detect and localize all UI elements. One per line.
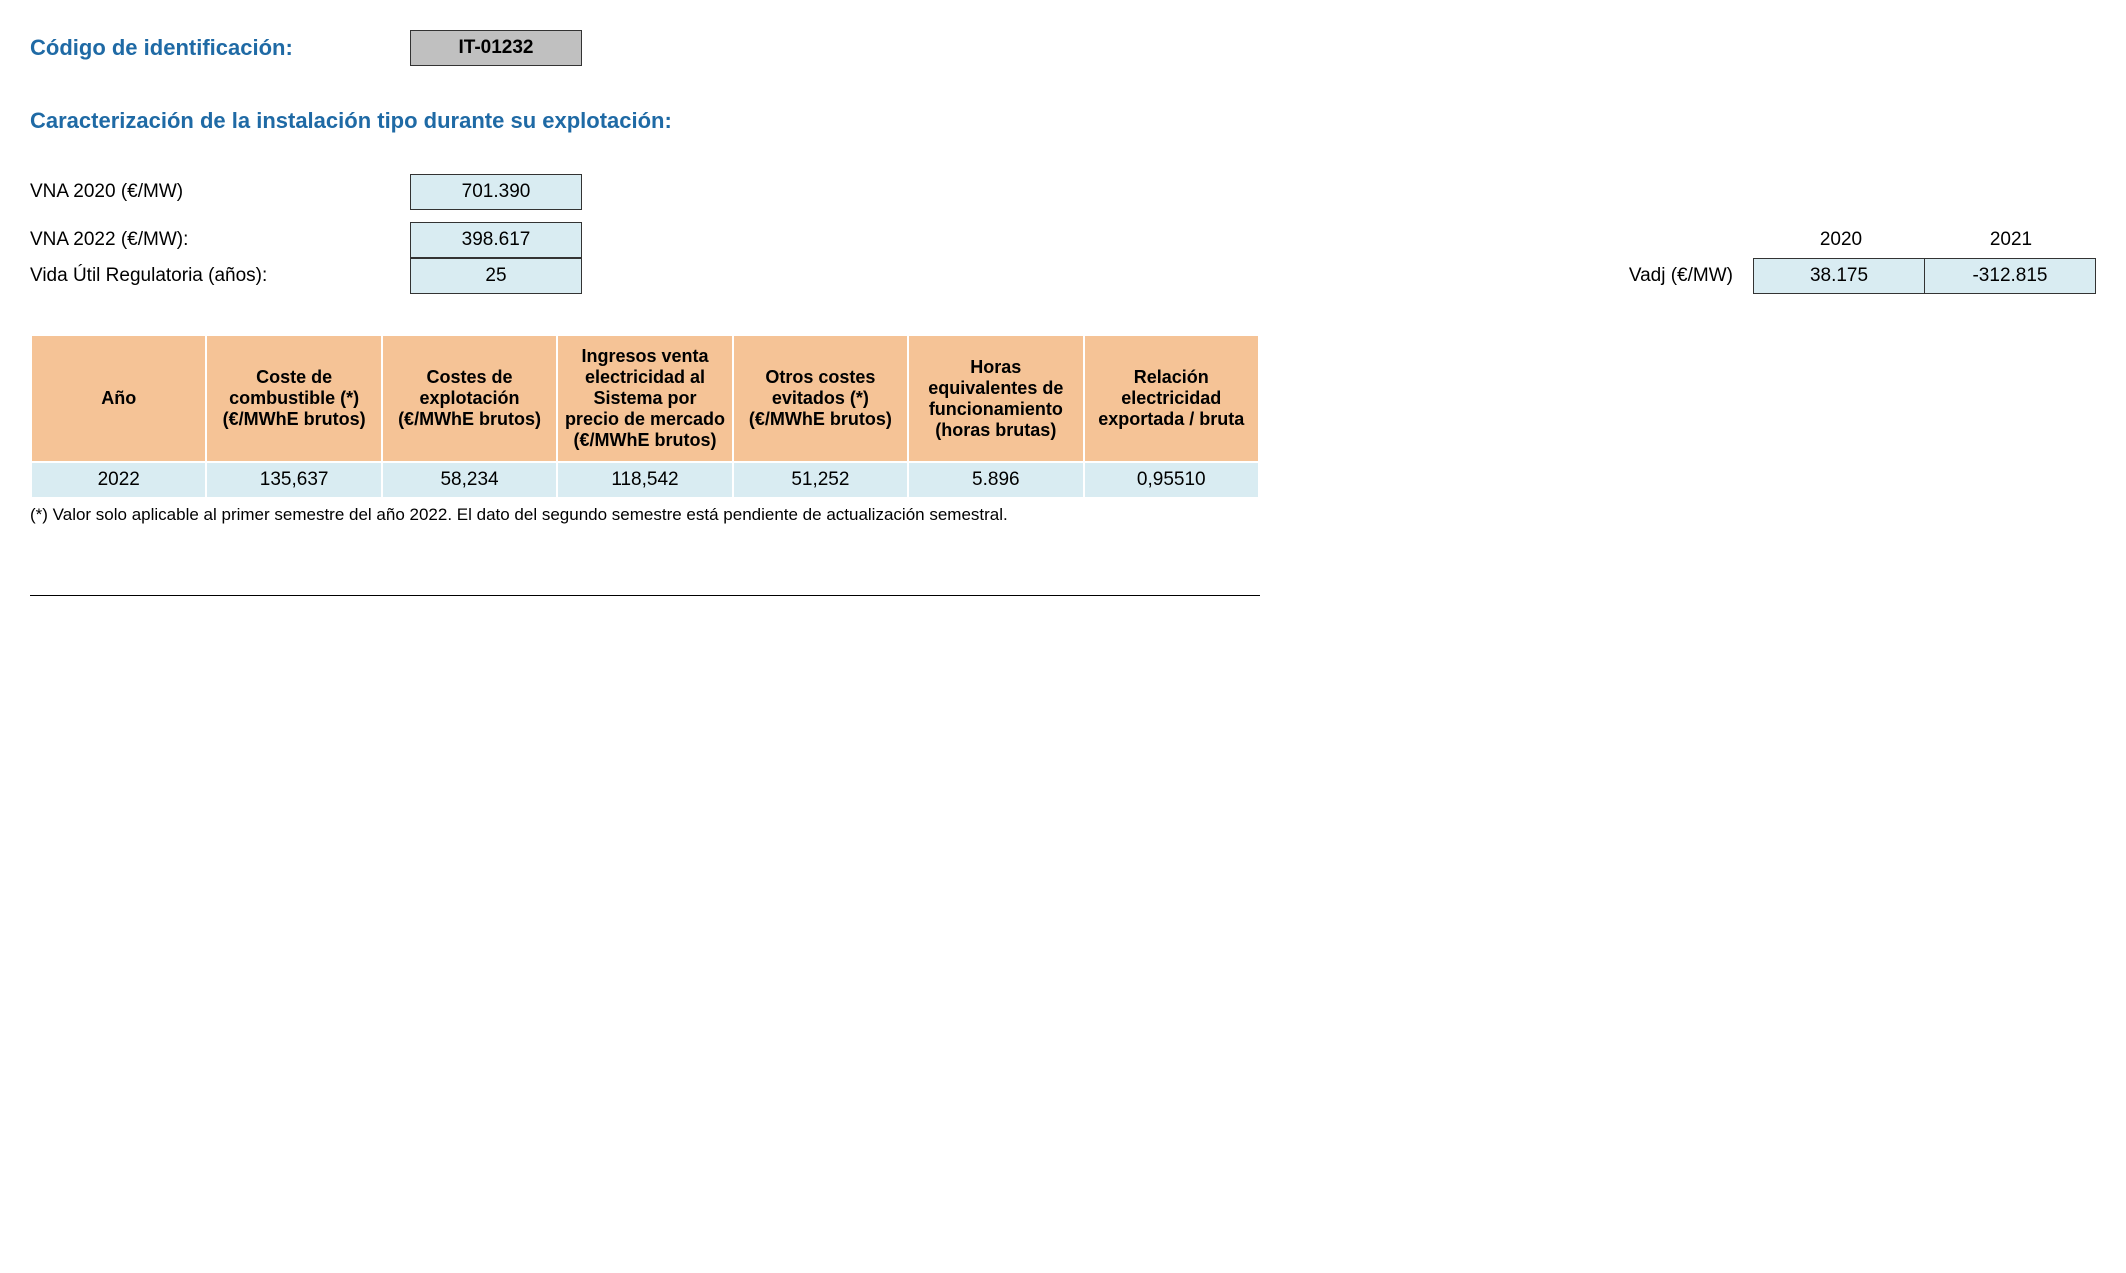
- vna2022-label: VNA 2022 (€/MW):: [30, 229, 410, 251]
- th-ingresos-venta: Ingresos venta electricidad al Sistema p…: [557, 335, 732, 462]
- vida-value: 25: [410, 258, 582, 294]
- td-ano: 2022: [31, 462, 206, 498]
- vna2020-label: VNA 2020 (€/MW): [30, 181, 410, 203]
- td-horas-equivalentes: 5.896: [908, 462, 1083, 498]
- th-costes-explotacion: Costes de explotación (€/MWhE brutos): [382, 335, 557, 462]
- codigo-value-box: IT-01232: [410, 30, 582, 66]
- th-coste-combustible: Coste de combustible (*) (€/MWhE brutos): [206, 335, 381, 462]
- codigo-label: Código de identificación:: [30, 35, 410, 61]
- vna2020-value: 701.390: [410, 174, 582, 210]
- vadj-year2-value: -312.815: [1924, 258, 2096, 294]
- footnote: (*) Valor solo aplicable al primer semes…: [30, 505, 2096, 525]
- subtitle: Caracterización de la instalación tipo d…: [30, 108, 2096, 134]
- td-ingresos-venta: 118,542: [557, 462, 732, 498]
- vadj-year2-header: 2021: [1926, 229, 2096, 251]
- th-ano: Año: [31, 335, 206, 462]
- td-costes-explotacion: 58,234: [382, 462, 557, 498]
- data-table: Año Coste de combustible (*) (€/MWhE bru…: [30, 334, 1260, 499]
- vadj-year1-value: 38.175: [1753, 258, 1924, 294]
- vadj-year1-header: 2020: [1756, 229, 1926, 251]
- td-relacion-electricidad: 0,95510: [1084, 462, 1259, 498]
- th-otros-costes: Otros costes evitados (*) (€/MWhE brutos…: [733, 335, 908, 462]
- separator-line: [30, 595, 1260, 596]
- table-header-row: Año Coste de combustible (*) (€/MWhE bru…: [31, 335, 1259, 462]
- table-row: 2022 135,637 58,234 118,542 51,252 5.896…: [31, 462, 1259, 498]
- vna2022-value: 398.617: [410, 222, 582, 258]
- td-otros-costes: 51,252: [733, 462, 908, 498]
- td-coste-combustible: 135,637: [206, 462, 381, 498]
- vida-label: Vida Útil Regulatoria (años):: [30, 265, 410, 287]
- th-horas-equivalentes: Horas equivalentes de funcionamiento (ho…: [908, 335, 1083, 462]
- vadj-label: Vadj (€/MW): [1629, 265, 1733, 287]
- th-relacion-electricidad: Relación electricidad exportada / bruta: [1084, 335, 1259, 462]
